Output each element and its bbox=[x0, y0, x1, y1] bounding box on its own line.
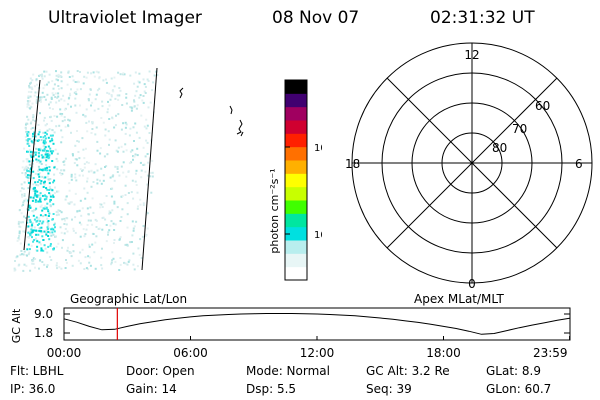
strip-xtick-label: 06:00 bbox=[173, 346, 208, 360]
ip-info: IP: 36.0 bbox=[10, 382, 56, 396]
geographic-panel-label: Geographic Lat/Lon bbox=[70, 292, 188, 306]
coastline-fragment bbox=[179, 87, 244, 137]
colorbar-cell bbox=[285, 213, 307, 228]
colorbar-cell bbox=[285, 240, 307, 254]
colorbar-cell bbox=[285, 106, 307, 121]
colorbar-cell bbox=[285, 120, 307, 134]
strip-xtick-label: 12:00 bbox=[300, 346, 335, 360]
gain-info: Gain: 14 bbox=[126, 382, 177, 396]
colorbar-cell bbox=[285, 146, 307, 161]
colorbar-cell bbox=[285, 80, 307, 94]
orbit-boundary-right bbox=[141, 67, 158, 271]
altitude-strip-chart: GC Alt 9.0 1.8 00:00 06:00 12:00 18:00 23:59 bbox=[10, 307, 571, 360]
glat-info: GLat: 8.9 bbox=[486, 364, 541, 378]
ring-label-80: 80 bbox=[492, 141, 507, 155]
strip-ytick-high: 9.0 bbox=[34, 307, 53, 321]
magnetic-polar-grid: 12 0 18 6 80 70 60 bbox=[345, 42, 593, 291]
strip-xtick-label: 23:59 bbox=[533, 346, 568, 360]
apex-panel-label: Apex MLat/MLT bbox=[414, 292, 504, 306]
strip-ytick-low: 1.8 bbox=[34, 326, 53, 340]
colorbar-cell bbox=[285, 133, 307, 148]
filter-info: Flt: LBHL bbox=[10, 364, 64, 378]
time-label: 02:31:32 UT bbox=[430, 8, 535, 28]
colorbar-cell bbox=[285, 253, 307, 268]
mlt-label-0: 0 bbox=[468, 277, 476, 291]
glon-info: GLon: 60.7 bbox=[486, 382, 552, 396]
gc-alt-info: GC Alt: 3.2 Re bbox=[366, 364, 450, 378]
dsp-info: Dsp: 5.5 bbox=[246, 382, 297, 396]
colorbar-tick-10: 10 bbox=[314, 230, 322, 241]
geographic-image-panel bbox=[13, 67, 244, 272]
colorbar-cell bbox=[285, 160, 307, 174]
colorbar-cell bbox=[285, 226, 307, 241]
ring-label-70: 70 bbox=[512, 122, 527, 136]
colorbar-tick-100: 100 bbox=[314, 143, 322, 154]
colorbar-cell bbox=[285, 93, 307, 108]
colorbar-cell bbox=[285, 266, 307, 281]
mode-info: Mode: Normal bbox=[246, 364, 330, 378]
mlt-label-6: 6 bbox=[575, 157, 583, 171]
ring-label-60: 60 bbox=[535, 99, 550, 113]
colorbar-cell bbox=[285, 173, 307, 188]
colorbar-cell bbox=[285, 200, 307, 214]
colorbar-cell bbox=[285, 186, 307, 201]
door-info: Door: Open bbox=[126, 364, 195, 378]
altitude-series-line bbox=[63, 313, 570, 335]
orbit-boundary-left bbox=[23, 79, 41, 251]
strip-xtick-label: 18:00 bbox=[426, 346, 461, 360]
seq-info: Seq: 39 bbox=[366, 382, 412, 396]
colorbar-label: photon cm⁻²s⁻¹ bbox=[268, 168, 281, 253]
mlt-label-18: 18 bbox=[345, 157, 360, 171]
instrument-title: Ultraviolet Imager bbox=[48, 8, 202, 28]
strip-xtick-label: 00:00 bbox=[47, 346, 82, 360]
date-label: 08 Nov 07 bbox=[272, 8, 360, 28]
mlt-label-12: 12 bbox=[464, 48, 479, 62]
strip-axis-label: GC Alt bbox=[10, 308, 23, 343]
colorbar: 100 10 photon cm⁻²s⁻¹ bbox=[268, 79, 322, 281]
